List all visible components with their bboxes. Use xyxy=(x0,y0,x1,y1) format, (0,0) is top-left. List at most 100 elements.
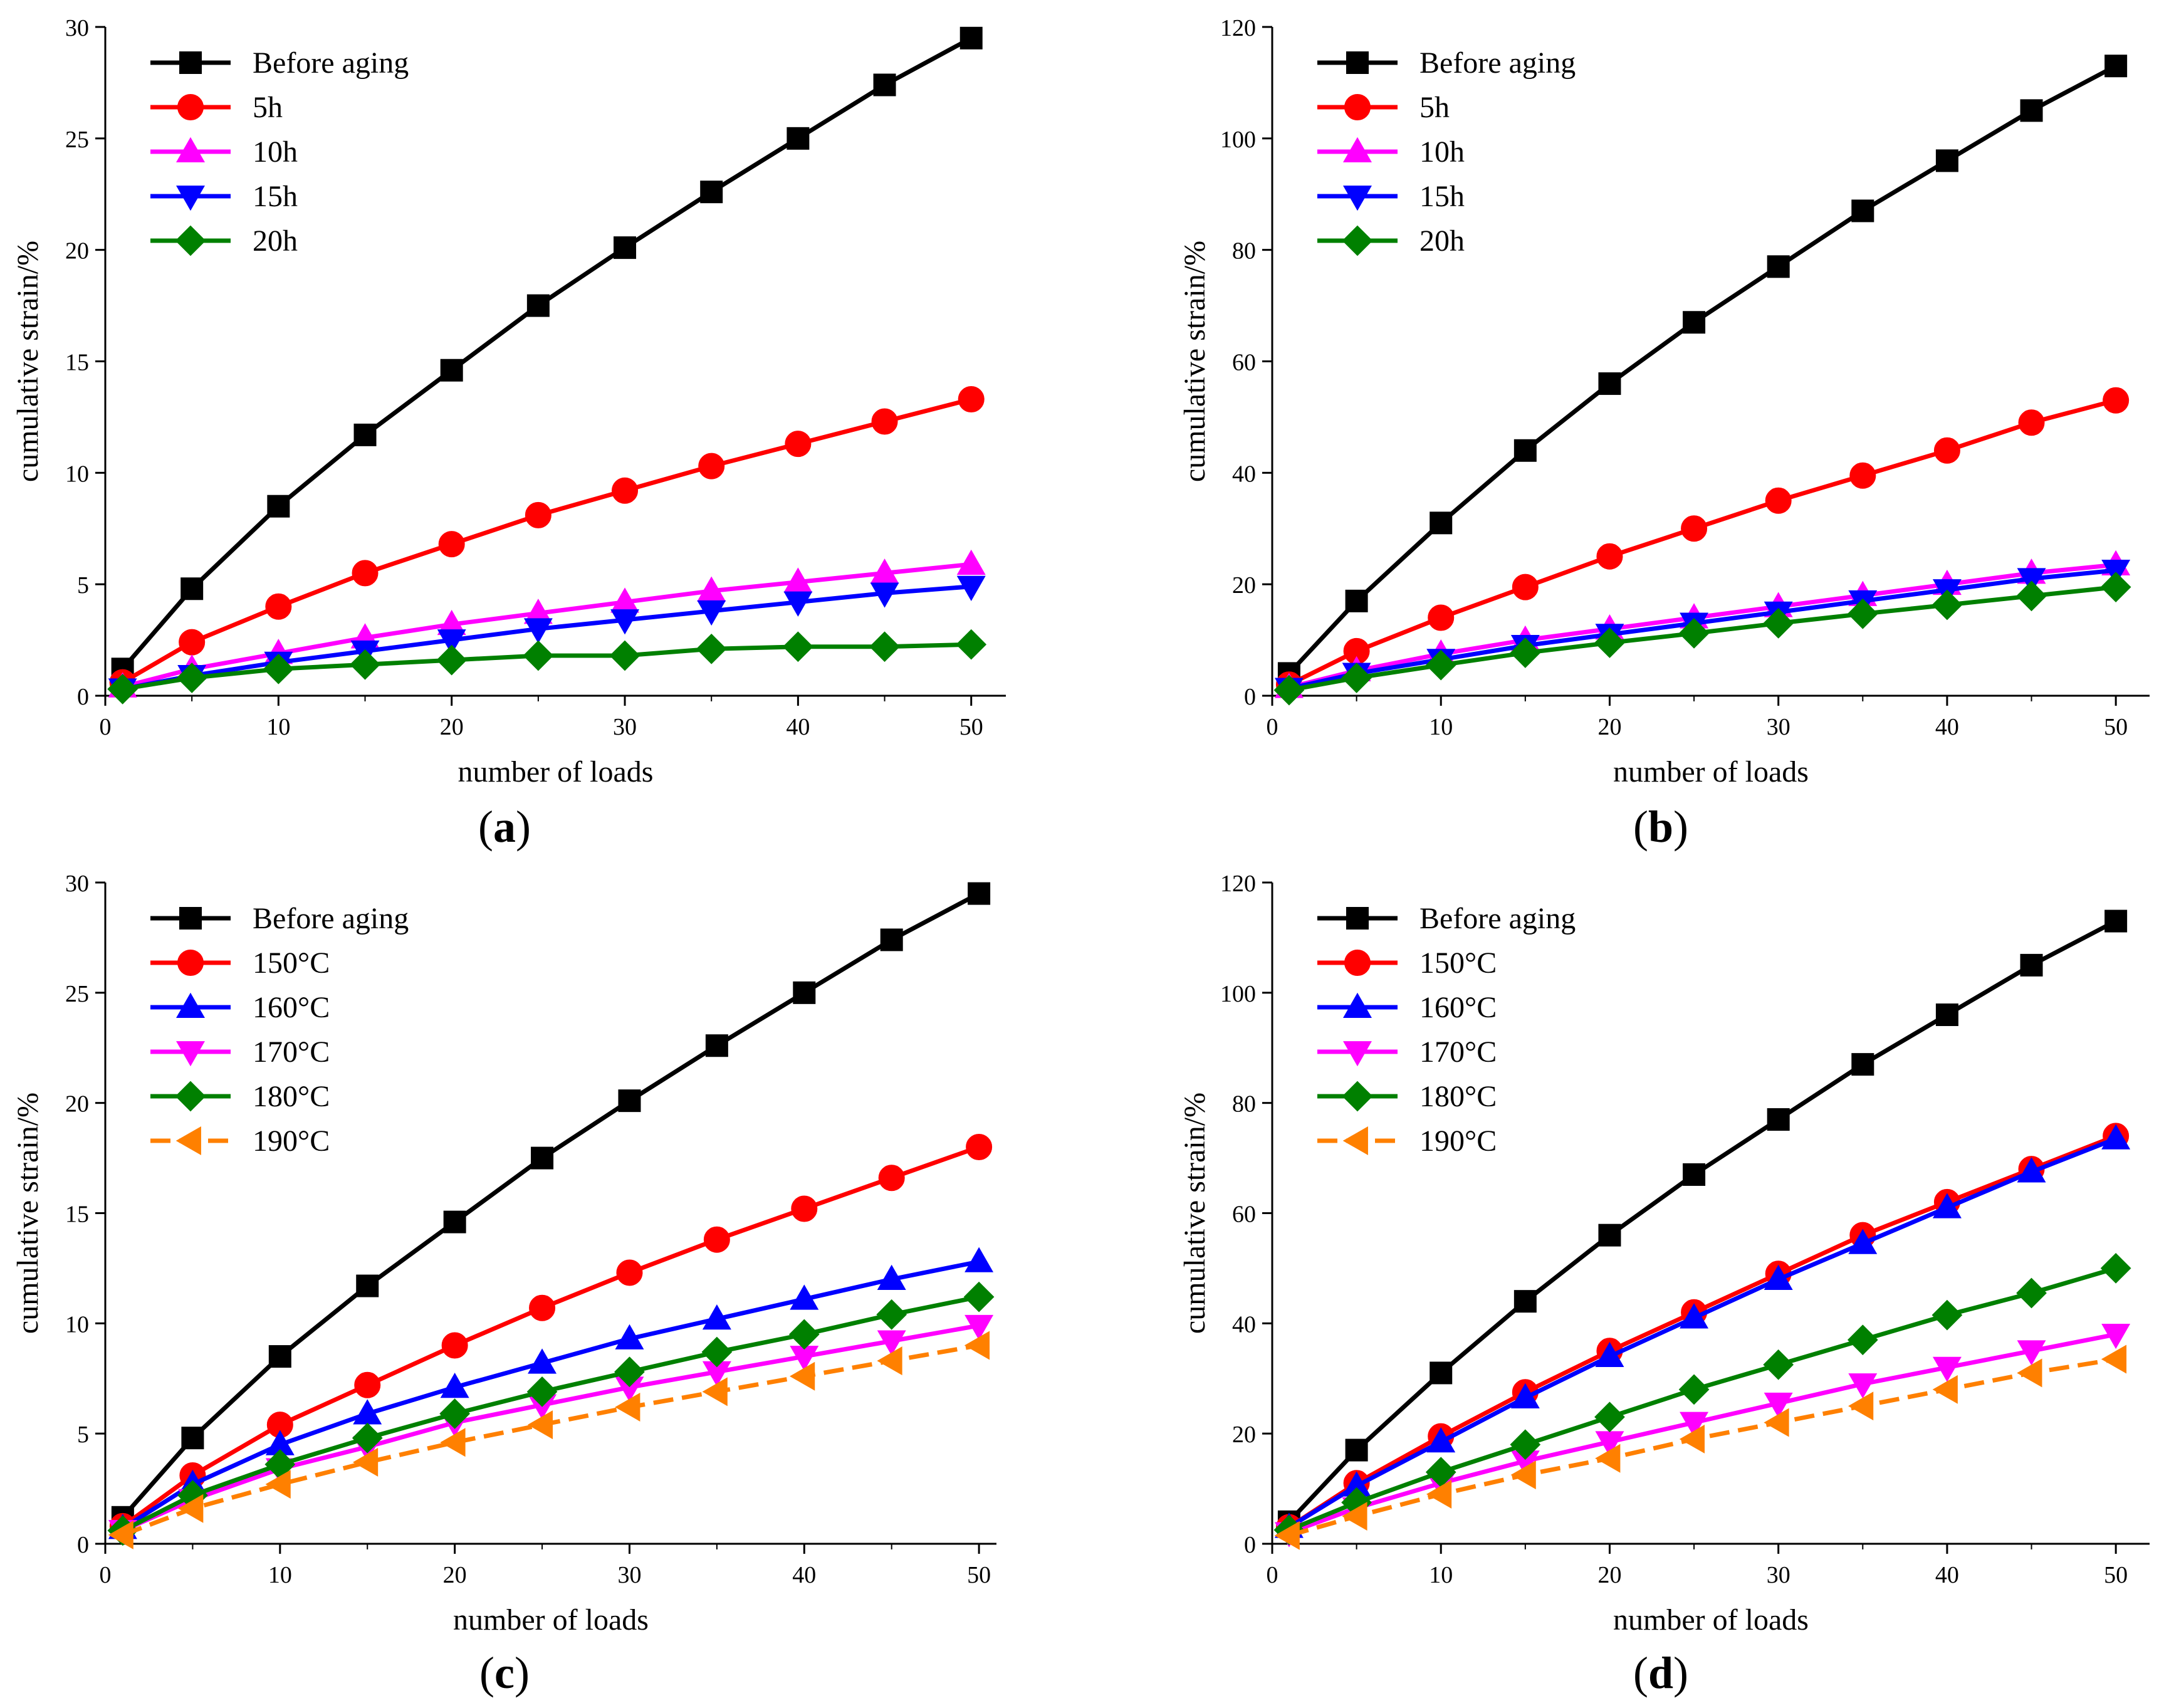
series-line xyxy=(1287,1134,2117,1529)
x-tick-label: 40 xyxy=(1935,714,1959,740)
series-line xyxy=(120,36,973,671)
y-tick-label: 0 xyxy=(77,1532,89,1558)
data-point xyxy=(1765,487,1792,514)
x-tick-label: 20 xyxy=(443,1562,467,1588)
data-point xyxy=(437,629,466,655)
data-point xyxy=(1594,627,1625,658)
data-point xyxy=(1851,1053,1874,1076)
data-point xyxy=(1510,637,1541,668)
data-point xyxy=(1935,1003,1958,1026)
data-point xyxy=(2100,572,2131,602)
data-point xyxy=(2020,99,2043,122)
x-axis-label: number of loads xyxy=(1613,1603,1809,1637)
data-point xyxy=(877,1346,902,1376)
legend-marker xyxy=(179,907,202,930)
data-point xyxy=(1763,608,1794,639)
data-point xyxy=(783,631,813,663)
data-point xyxy=(354,1371,381,1398)
data-point xyxy=(1847,598,1878,629)
data-point xyxy=(1598,1223,1621,1247)
x-tick-label: 10 xyxy=(1429,714,1453,740)
x-tick-label: 10 xyxy=(268,1562,292,1588)
y-tick-label: 120 xyxy=(1220,871,1256,897)
series-190°C xyxy=(108,1331,990,1549)
data-point xyxy=(2100,1253,2131,1284)
data-point xyxy=(441,1332,468,1359)
data-point xyxy=(1512,574,1539,600)
data-point xyxy=(1513,439,1537,462)
data-point xyxy=(702,1377,728,1407)
legend-marker xyxy=(1343,137,1372,162)
series-20h xyxy=(1273,572,2131,706)
data-point xyxy=(107,673,138,705)
x-tick-label: 20 xyxy=(1597,714,1621,740)
legend-marker xyxy=(175,225,206,256)
legend-marker xyxy=(175,1081,206,1112)
data-point xyxy=(1513,1290,1537,1313)
data-point xyxy=(703,1226,730,1253)
y-tick-label: 20 xyxy=(65,1091,89,1118)
data-point xyxy=(1426,1479,1452,1509)
data-point xyxy=(873,73,896,97)
data-point xyxy=(440,1373,469,1398)
chart-panel-b: 0 10 20 30 40 50 0 20 40 60 80 100 120 number of load… xyxy=(1178,15,2150,852)
data-point xyxy=(956,629,987,660)
data-point xyxy=(529,1294,556,1321)
x-tick-label: 50 xyxy=(967,1562,991,1588)
y-tick-label: 60 xyxy=(1232,1202,1256,1228)
x-axis-label: number of loads xyxy=(453,1603,649,1637)
data-point xyxy=(531,1146,554,1170)
data-point xyxy=(2101,1344,2127,1374)
data-point xyxy=(616,1259,643,1286)
series-5h xyxy=(1275,387,2130,698)
x-tick-label: 0 xyxy=(100,1562,112,1588)
data-point xyxy=(1342,1502,1367,1531)
series-190°C xyxy=(1274,1344,2127,1550)
data-point xyxy=(1764,1264,1793,1290)
y-tick-label: 20 xyxy=(1232,572,1256,599)
data-point xyxy=(2101,1323,2131,1349)
series-5h xyxy=(109,385,985,696)
legend-marker xyxy=(176,137,205,162)
data-point xyxy=(1679,1424,1705,1454)
data-point xyxy=(1931,1299,1963,1331)
data-point xyxy=(1848,1229,1878,1254)
x-tick-label: 50 xyxy=(2104,714,2128,740)
x-tick-label: 10 xyxy=(266,714,290,740)
data-point xyxy=(964,1331,990,1360)
data-point xyxy=(1430,1361,1453,1385)
data-point xyxy=(612,477,639,504)
data-point xyxy=(964,1314,994,1341)
data-point xyxy=(791,1195,818,1222)
legend-marker xyxy=(176,1041,205,1067)
data-point xyxy=(1847,1324,1878,1356)
legend-label: 170°C xyxy=(1419,1035,1497,1069)
data-point xyxy=(614,1356,645,1388)
data-point xyxy=(1763,1349,1794,1380)
data-point xyxy=(526,294,550,317)
legend-label: 170°C xyxy=(253,1035,330,1069)
series-line xyxy=(121,1145,980,1528)
data-point xyxy=(108,1520,133,1549)
data-point xyxy=(785,431,812,458)
legend-marker xyxy=(179,51,202,74)
panel-label: (b) xyxy=(1633,802,1688,852)
data-point xyxy=(880,928,903,951)
data-point xyxy=(353,423,377,446)
data-point xyxy=(267,495,290,518)
data-point xyxy=(528,1348,557,1374)
data-point xyxy=(2016,1277,2047,1309)
x-axis-label: number of loads xyxy=(458,755,654,789)
y-axis-label: cumulative strain/% xyxy=(1178,1092,1211,1334)
data-point xyxy=(265,1470,291,1499)
y-tick-label: 25 xyxy=(65,127,89,153)
legend-label: 15h xyxy=(253,180,298,213)
data-point xyxy=(877,1330,906,1356)
data-point xyxy=(615,1392,640,1422)
x-tick-label: 0 xyxy=(100,714,112,740)
y-tick-label: 15 xyxy=(65,1202,89,1228)
data-point xyxy=(526,1376,558,1407)
legend-label: 190°C xyxy=(253,1124,330,1158)
data-point xyxy=(1683,1163,1706,1186)
data-point xyxy=(1430,511,1453,535)
